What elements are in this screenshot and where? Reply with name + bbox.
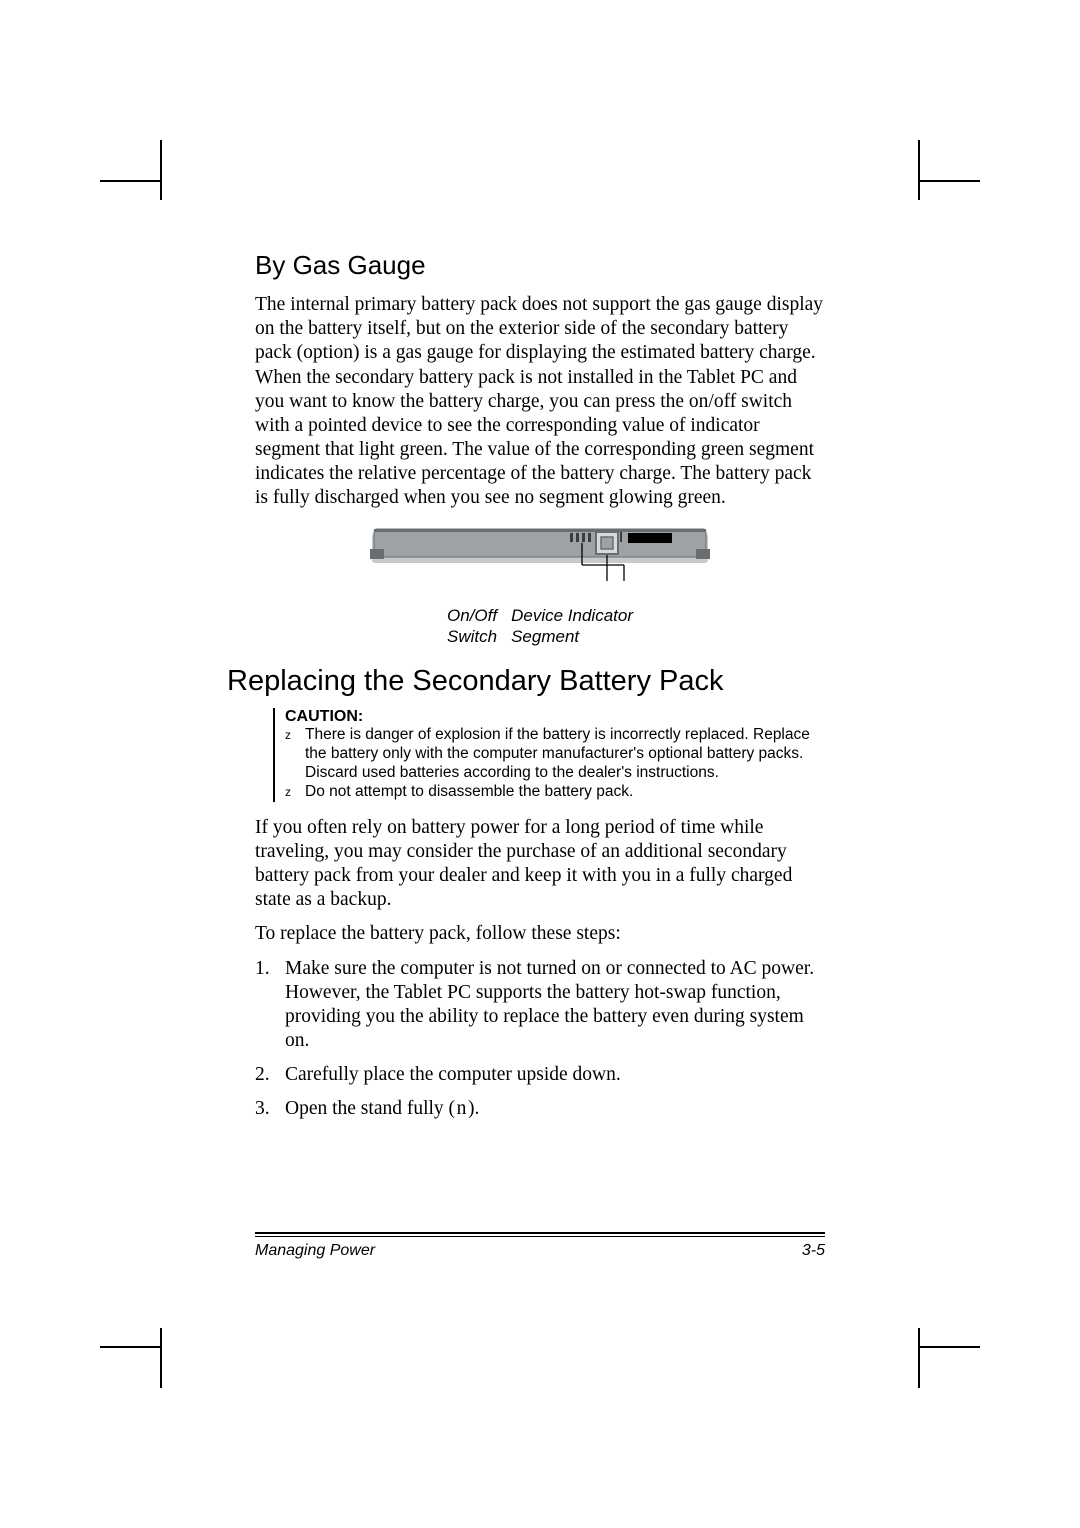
step-text: Make sure the computer is not turned on …: [285, 957, 825, 1054]
caution-block: CAUTION: z There is danger of explosion …: [273, 708, 825, 802]
footer-rule: [255, 1232, 825, 1237]
step-number: 2.: [255, 1063, 285, 1087]
caution-item: z There is danger of explosion if the ba…: [285, 726, 825, 783]
footer-section-title: Managing Power: [255, 1242, 375, 1260]
paragraph-backup: If you often rely on battery power for a…: [255, 816, 825, 913]
step-text: Carefully place the computer upside down…: [285, 1063, 825, 1087]
page-footer: Managing Power 3-5: [255, 1242, 825, 1260]
crop-mark: [160, 140, 162, 200]
step-text: Open the stand fully ( n ).: [285, 1097, 825, 1121]
paragraph-gas-gauge: The internal primary battery pack does n…: [255, 293, 825, 511]
battery-pack-illustration: [360, 525, 720, 597]
heading-gas-gauge: By Gas Gauge: [255, 250, 825, 281]
step-item: 1. Make sure the computer is not turned …: [255, 957, 825, 1054]
caution-text: Do not attempt to disassemble the batter…: [305, 783, 825, 802]
figure-label-switch: Switch: [447, 626, 497, 647]
figure-labels: On/Off Switch Device Indicator Segment: [255, 605, 825, 648]
footer-page-number: 3-5: [802, 1242, 825, 1260]
figure-label-device-indicator: Device Indicator: [511, 605, 633, 626]
caution-item: z Do not attempt to disassemble the batt…: [285, 783, 825, 802]
heading-replacing-battery: Replacing the Secondary Battery Pack: [227, 665, 825, 698]
crop-mark: [918, 1328, 920, 1388]
step-number: 1.: [255, 957, 285, 1054]
figure-label-onoff: On/Off: [447, 605, 497, 626]
bullet-icon: z: [285, 726, 305, 783]
crop-mark: [918, 140, 920, 200]
crop-mark: [100, 180, 160, 182]
crop-mark: [920, 180, 980, 182]
step-item: 2. Carefully place the computer upside d…: [255, 1063, 825, 1087]
crop-mark: [100, 1346, 160, 1348]
caution-title: CAUTION:: [285, 708, 825, 726]
figure-label-segment: Segment: [511, 626, 633, 647]
crop-mark: [920, 1346, 980, 1348]
page-content: By Gas Gauge The internal primary batter…: [255, 250, 825, 1132]
paragraph-steps-intro: To replace the battery pack, follow thes…: [255, 922, 825, 946]
battery-figure: On/Off Switch Device Indicator Segment: [255, 525, 825, 648]
bullet-icon: z: [285, 783, 305, 802]
step-item: 3. Open the stand fully ( n ).: [255, 1097, 825, 1121]
step-number: 3.: [255, 1097, 285, 1121]
replacement-steps: 1. Make sure the computer is not turned …: [255, 957, 825, 1122]
caution-text: There is danger of explosion if the batt…: [305, 726, 825, 783]
crop-mark: [160, 1328, 162, 1388]
